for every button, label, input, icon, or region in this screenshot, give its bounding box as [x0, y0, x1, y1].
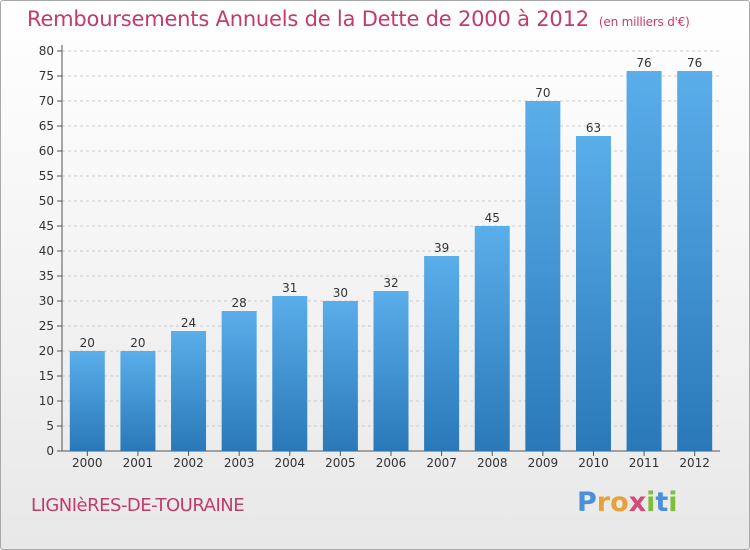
bar-2006 — [373, 291, 409, 451]
bar-2004 — [272, 296, 308, 451]
x-tick-label-2006: 2006 — [376, 456, 407, 470]
value-label-2007: 39 — [434, 241, 449, 255]
y-tick-label: 45 — [39, 219, 54, 233]
value-label-2001: 20 — [130, 336, 145, 350]
x-tick-label-2008: 2008 — [477, 456, 508, 470]
x-tick-label-2004: 2004 — [274, 456, 305, 470]
logo-letter: i — [646, 487, 656, 518]
bar-2005 — [322, 301, 358, 451]
value-label-2005: 30 — [333, 286, 348, 300]
y-tick-label: 70 — [39, 94, 54, 108]
logo-letter: o — [610, 487, 629, 518]
x-tick-label-2003: 2003 — [224, 456, 255, 470]
y-tick-label: 50 — [39, 194, 54, 208]
x-tick-label-2012: 2012 — [679, 456, 710, 470]
bar-2003 — [221, 311, 257, 451]
logo-letter: x — [628, 487, 647, 518]
chart-subtitle: (en milliers d'€) — [598, 15, 690, 29]
y-tick-label: 60 — [39, 144, 54, 158]
y-tick-label: 25 — [39, 319, 54, 333]
value-label-2006: 32 — [383, 276, 398, 290]
value-label-2011: 76 — [636, 56, 651, 70]
x-tick-label-2009: 2009 — [528, 456, 559, 470]
proxiti-logo: Proxiti — [577, 487, 678, 518]
x-tick-label-2007: 2007 — [426, 456, 457, 470]
bar-2010 — [575, 136, 611, 451]
y-tick-label: 35 — [39, 269, 54, 283]
value-label-2012: 76 — [687, 56, 702, 70]
value-label-2002: 24 — [181, 316, 196, 330]
y-tick-label: 10 — [39, 394, 54, 408]
bar-2001 — [120, 351, 156, 451]
value-label-2003: 28 — [232, 296, 247, 310]
logo-letter: t — [655, 487, 669, 518]
x-tick-label-2001: 2001 — [123, 456, 154, 470]
value-label-2004: 31 — [282, 281, 297, 295]
bar-2000 — [69, 351, 105, 451]
logo-letter: r — [596, 487, 611, 518]
value-label-2000: 20 — [80, 336, 95, 350]
bar-2009 — [525, 101, 561, 451]
y-tick-label: 55 — [39, 169, 54, 183]
logo-letter: P — [577, 487, 597, 518]
bar-2012 — [677, 71, 713, 451]
commune-name: LIGNIèRES-DE-TOURAINE — [31, 495, 245, 516]
y-tick-label: 20 — [39, 344, 54, 358]
data-labels: 20 20 24 28 31 30 32 39 45 70 63 76 76 — [80, 56, 703, 350]
y-tick-label: 40 — [39, 244, 54, 258]
title-text: Remboursements Annuels de la Dette de 20… — [27, 7, 589, 31]
y-tick-label: 75 — [39, 69, 54, 83]
y-tick-label: 65 — [39, 119, 54, 133]
bar-2011 — [626, 71, 662, 451]
y-tick-label: 5 — [46, 419, 54, 433]
bar-2007 — [424, 256, 460, 451]
y-tick-label: 30 — [39, 294, 54, 308]
value-label-2009: 70 — [535, 86, 550, 100]
chart-title: Remboursements Annuels de la Dette de 20… — [27, 7, 690, 31]
x-tick-label-2000: 2000 — [72, 456, 103, 470]
x-tick-label-2010: 2010 — [578, 456, 609, 470]
x-tick-label-2011: 2011 — [629, 456, 660, 470]
logo-letter: i — [668, 487, 678, 518]
y-tick-label: 0 — [46, 444, 54, 458]
y-tick-label: 80 — [39, 44, 54, 58]
x-tick-label-2005: 2005 — [325, 456, 356, 470]
x-tick-label-2002: 2002 — [173, 456, 204, 470]
bar-2002 — [171, 331, 207, 451]
value-label-2010: 63 — [586, 121, 601, 135]
bars — [69, 71, 713, 451]
bar-2008 — [474, 226, 510, 451]
y-tick-label: 15 — [39, 369, 54, 383]
value-label-2008: 45 — [485, 211, 500, 225]
